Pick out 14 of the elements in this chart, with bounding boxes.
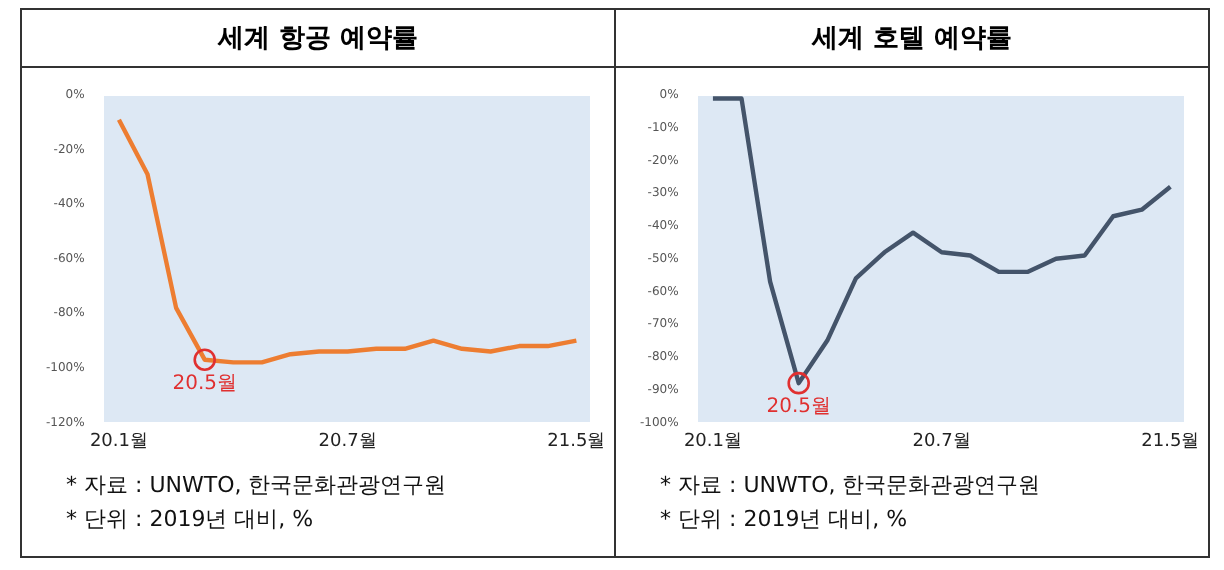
text: * 단위 : 2019년 대비, % <box>66 504 316 536</box>
x-tick-label: 20.1월 <box>683 431 742 452</box>
text: * 자료 : UNWTO, 한국문화관광연구원 <box>660 470 1043 502</box>
x-tick-label: 20.7월 <box>318 431 377 452</box>
chart-title: 세계 호텔 예약률 <box>811 22 1013 56</box>
x-tick-label: 21.5월 <box>1141 431 1200 452</box>
x-tick-label: 20.1월 <box>89 431 148 452</box>
x-tick-label: 20.7월 <box>912 431 971 452</box>
x-tick-label: 21.5월 <box>547 431 606 452</box>
annotation: 20.5월 <box>766 396 831 419</box>
chart-title: 세계 항공 예약률 <box>217 22 419 56</box>
text: * 자료 : UNWTO, 한국문화관광연구원 <box>66 470 449 502</box>
annotation: 20.5월 <box>172 372 237 395</box>
text: * 단위 : 2019년 대비, % <box>660 504 910 536</box>
